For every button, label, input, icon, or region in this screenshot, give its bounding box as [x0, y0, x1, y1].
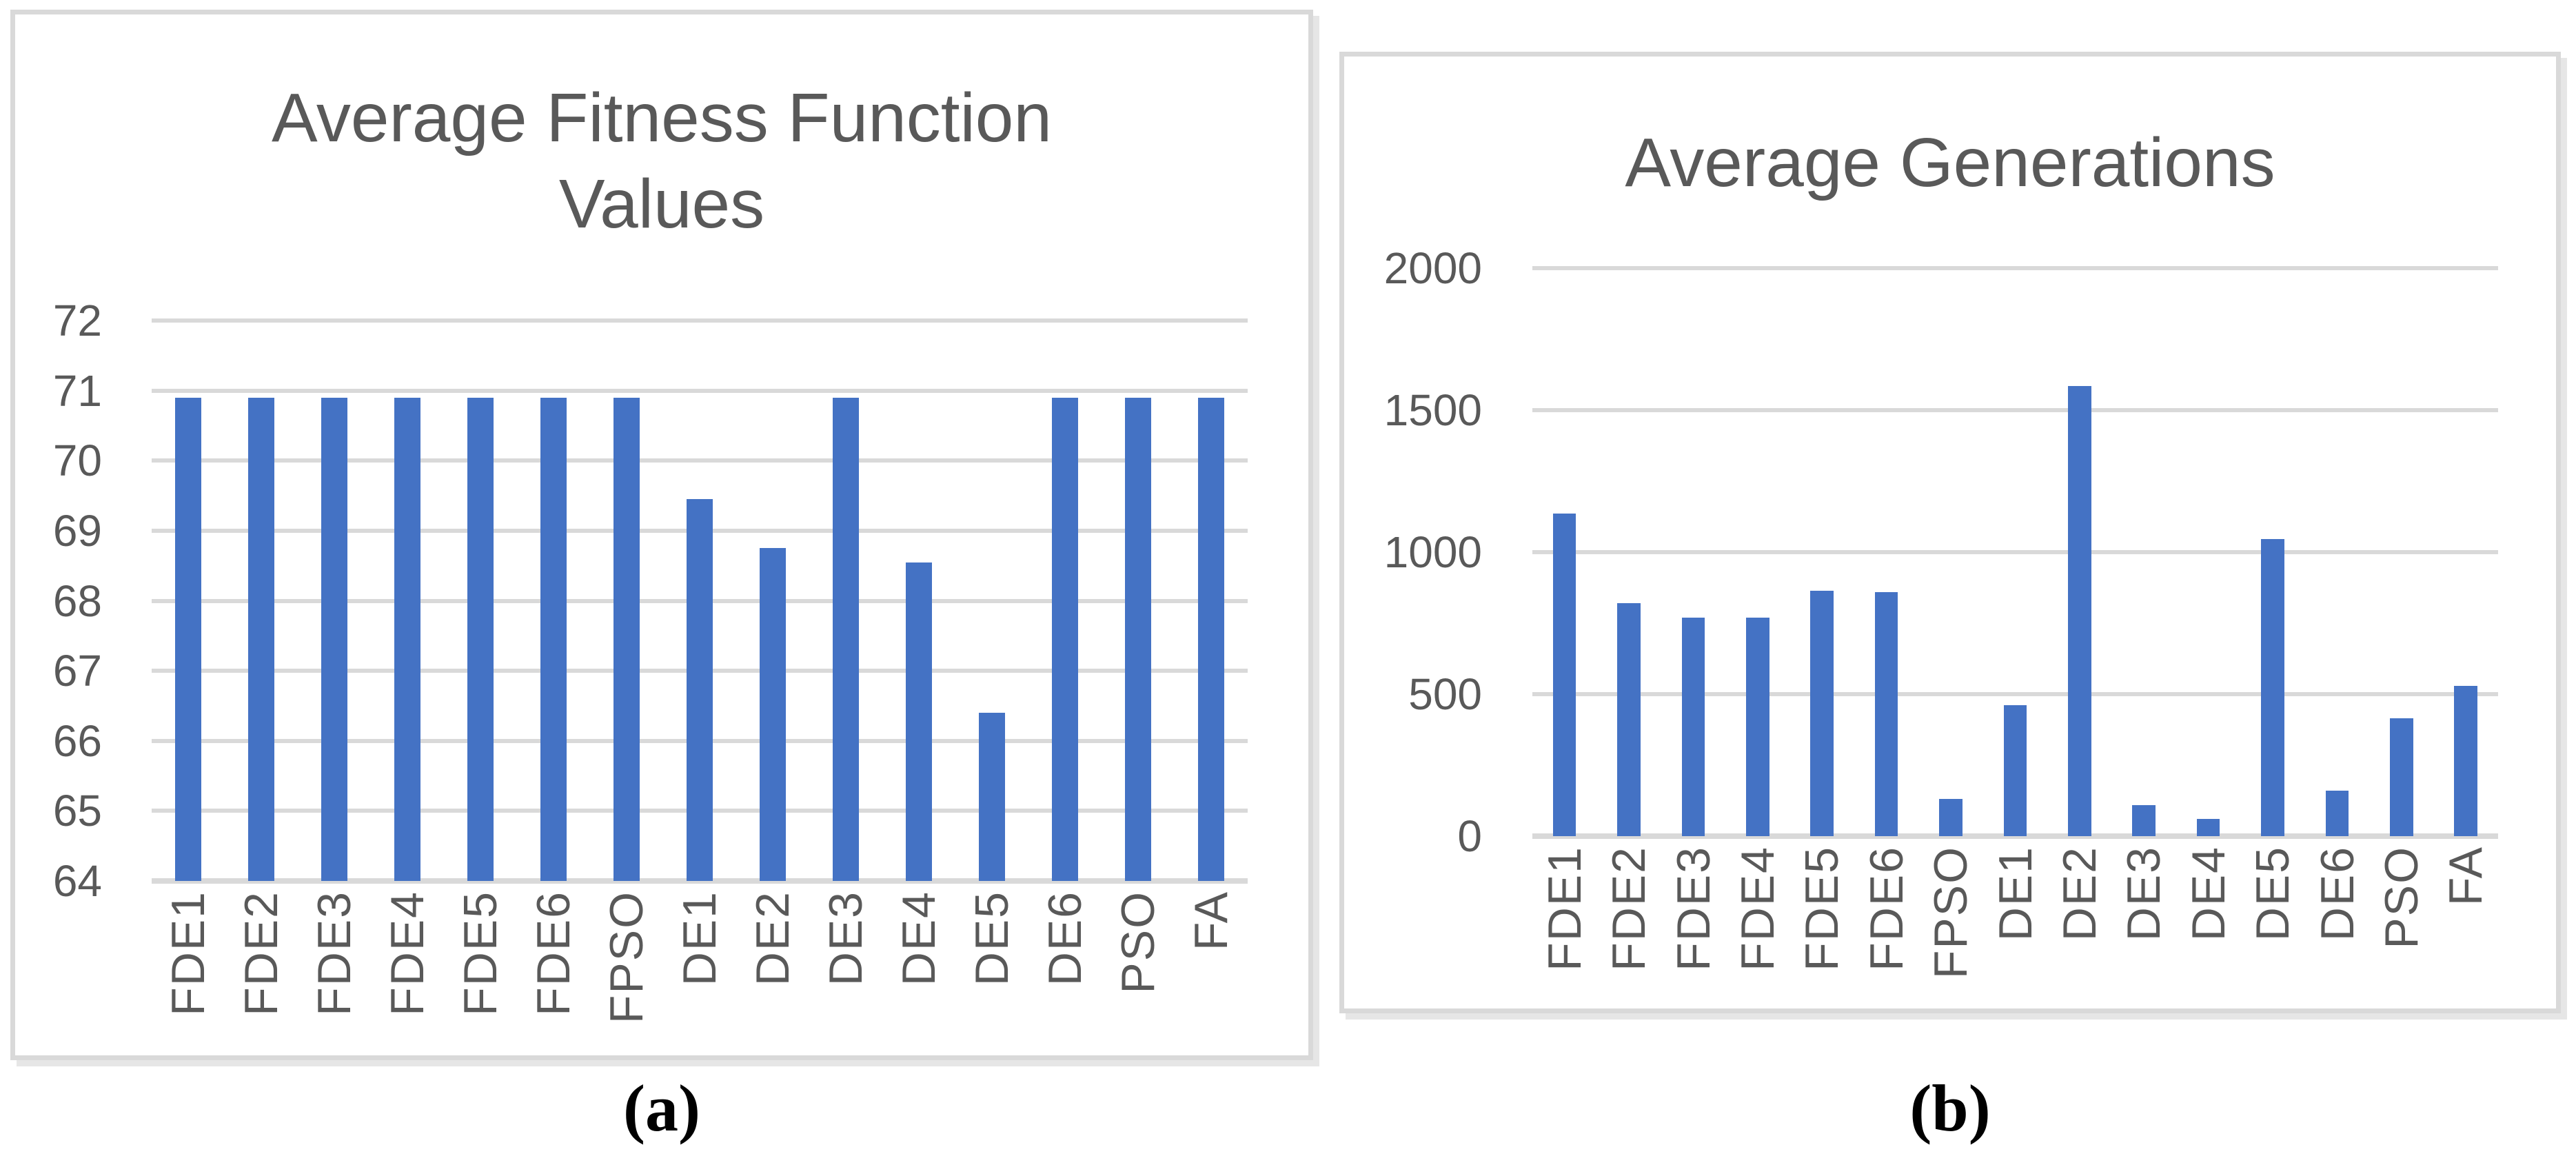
gridline [1532, 550, 2498, 554]
y-tick-label: 67 [52, 646, 102, 696]
y-tick-label: 2000 [1383, 243, 1482, 293]
x-axis-line [1532, 833, 2498, 839]
x-tick-label-fde6: FDE6 [1860, 846, 1913, 971]
y-tick-label: 66 [52, 716, 102, 766]
bar-pso [2390, 718, 2413, 836]
chart-panel-generations: Average Generations 2000 1500 1000 500 0 FDE… [1339, 52, 2561, 1013]
x-tick-label-de1: DE1 [1989, 846, 2042, 942]
x-tick-label-fde5: FDE5 [1796, 846, 1849, 971]
x-axis-labels-generations: FDE1 FDE2 FDE3 FDE4 FDE5 FDE6 FPSO DE1 DE2 DE3 DE4… [1532, 846, 2498, 1004]
x-tick-label-de6: DE6 [1039, 891, 1091, 986]
bar-de1 [686, 499, 713, 881]
bar-de4 [905, 562, 933, 881]
bar-pso [1124, 397, 1152, 881]
x-tick-label-fde1: FDE1 [1538, 846, 1591, 971]
gridline [1532, 408, 2498, 412]
x-tick-label-de5: DE5 [2247, 846, 2300, 942]
y-tick-label: 70 [52, 436, 102, 486]
bar-fde1 [174, 397, 202, 881]
bar-de2 [2068, 385, 2091, 836]
y-axis-labels-fitness: 72 71 70 69 68 67 66 65 64 [15, 298, 102, 903]
y-tick-label: 68 [52, 576, 102, 626]
y-tick-label: 69 [52, 505, 102, 556]
x-tick-label-fa: FA [1185, 891, 1237, 951]
gridline [152, 458, 1248, 463]
x-tick-label-fde3: FDE3 [307, 891, 361, 1016]
bar-fde2 [1617, 603, 1641, 836]
y-tick-label: 71 [52, 365, 102, 416]
x-tick-label-fde4: FDE4 [1731, 846, 1784, 971]
bar-de5 [2261, 539, 2284, 836]
bar-fde4 [394, 397, 421, 881]
x-axis-line [152, 878, 1248, 884]
x-tick-label-fde2: FDE2 [1603, 846, 1656, 971]
x-tick-label-fde2: FDE2 [235, 891, 287, 1016]
plot-area-fitness [152, 318, 1248, 884]
bar-de5 [978, 713, 1006, 881]
gridline [1532, 266, 2498, 270]
y-tick-label: 1500 [1383, 385, 1482, 435]
bar-fde1 [1552, 514, 1576, 836]
bar-fpso [613, 397, 640, 881]
chart-panel-fitness: Average Fitness Function Values 72 71 70 69… [10, 10, 1313, 1060]
x-tick-label-de3: DE3 [2118, 846, 2171, 942]
y-axis-labels-generations: 2000 1500 1000 500 0 [1344, 246, 1482, 858]
gridline [152, 388, 1248, 393]
subfigure-caption-b: (b) [1909, 1071, 1991, 1145]
x-tick-label-fde6: FDE6 [527, 891, 580, 1016]
bar-de6 [1051, 397, 1079, 881]
bar-fa [1197, 397, 1225, 881]
x-tick-label-de2: DE2 [747, 891, 799, 986]
x-tick-label-fa: FA [2440, 846, 2493, 906]
x-tick-label-de6: DE6 [2311, 846, 2364, 942]
subfigure-caption-a: (a) [623, 1071, 700, 1145]
x-tick-label-de3: DE3 [820, 891, 872, 986]
bar-fde5 [1810, 590, 1834, 836]
y-tick-label: 1000 [1383, 527, 1482, 577]
chart-title-generations: Average Generations [1344, 120, 2556, 206]
bar-de3 [2132, 804, 2156, 836]
chart-title-fitness: Average Fitness Function Values [15, 75, 1308, 247]
x-tick-label-pso: PSO [2375, 846, 2428, 949]
x-tick-label-de4: DE4 [893, 891, 945, 986]
plot-area-generations [1532, 266, 2498, 839]
bar-fpso [1939, 799, 1963, 836]
gridline [1532, 692, 2498, 696]
x-tick-label-fpso: FPSO [1925, 846, 1978, 980]
x-tick-label-pso: PSO [1112, 891, 1164, 994]
bar-de3 [832, 397, 860, 881]
y-tick-label: 64 [52, 856, 102, 906]
x-tick-label-de2: DE2 [2053, 846, 2106, 942]
x-axis-labels-fitness: FDE1 FDE2 FDE3 FDE4 FDE5 FDE6 FPSO DE1 DE2 DE3 DE4… [152, 891, 1248, 1049]
chart-title-line: Average Fitness Function [271, 79, 1053, 156]
bar-fde6 [540, 397, 567, 881]
x-tick-label-de5: DE5 [965, 891, 1018, 986]
bar-de2 [759, 548, 787, 881]
chart-title-line: Values [558, 165, 765, 243]
bar-fde2 [247, 397, 275, 881]
y-tick-label: 72 [52, 296, 102, 345]
bar-fde3 [1681, 617, 1705, 836]
bar-de1 [2003, 705, 2027, 836]
y-tick-label: 0 [1457, 811, 1482, 861]
chart-title-line: Average Generations [1625, 124, 2275, 201]
x-tick-label-fde5: FDE5 [454, 891, 507, 1016]
x-tick-label-fde3: FDE3 [1667, 846, 1720, 971]
bar-fde4 [1746, 617, 1769, 836]
bar-fde6 [1874, 591, 1898, 836]
y-tick-label: 500 [1408, 669, 1482, 719]
bar-de6 [2325, 791, 2349, 836]
y-tick-label: 65 [52, 786, 102, 836]
x-tick-label-fde4: FDE4 [381, 891, 434, 1016]
x-tick-label-de4: DE4 [2182, 846, 2235, 942]
x-tick-label-de1: DE1 [673, 891, 726, 986]
bar-fde5 [467, 397, 494, 881]
gridline [152, 318, 1248, 323]
x-tick-label-fpso: FPSO [600, 891, 653, 1024]
x-tick-label-fde1: FDE1 [162, 891, 214, 1016]
bar-fa [2454, 685, 2478, 836]
bar-de4 [2196, 819, 2220, 836]
bar-fde3 [321, 397, 348, 881]
